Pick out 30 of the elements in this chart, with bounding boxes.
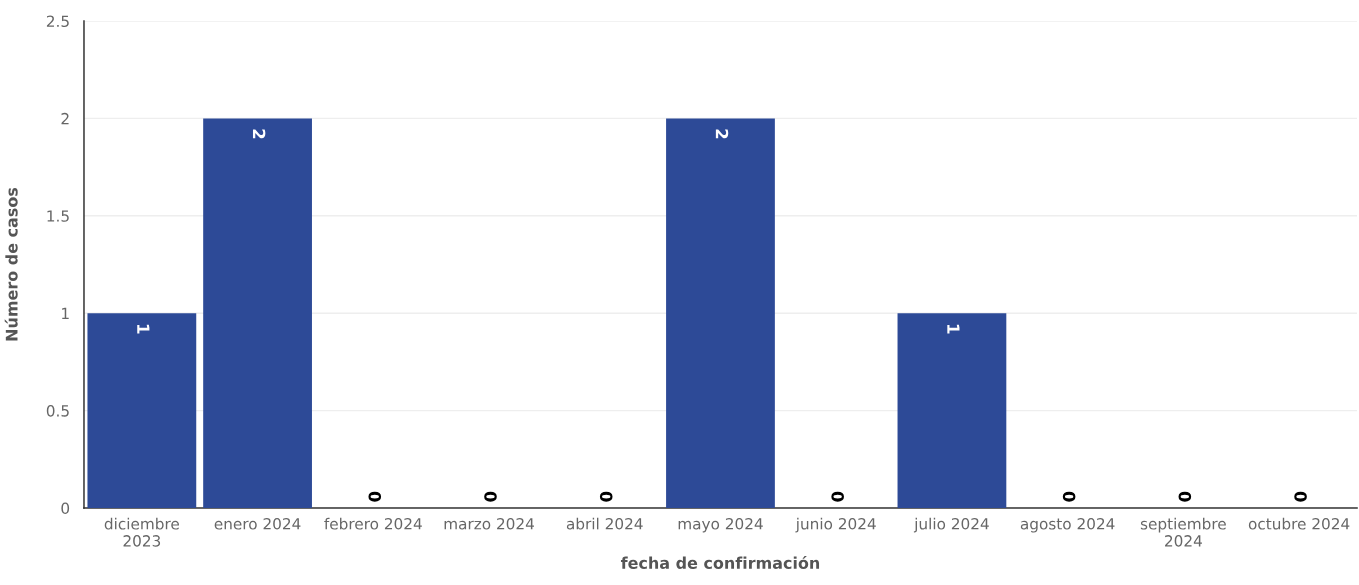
data-label: 2	[715, 129, 729, 139]
x-tick-label: agosto 2024	[1020, 518, 1115, 533]
x-tick-label: junio 2024	[795, 517, 876, 533]
y-axis-title: Número de casos	[4, 187, 18, 341]
y-tick-label: 2.5	[46, 15, 69, 28]
y-tick-label: 0.5	[46, 405, 69, 417]
data-label: 0	[484, 491, 497, 502]
x-tick-label: julio 2024	[913, 517, 989, 533]
data-label: 2	[252, 129, 266, 139]
x-tick-label: octubre 2024	[1248, 517, 1350, 530]
x-tick-label: febrero 2024	[324, 517, 422, 530]
data-label: 0	[599, 491, 613, 502]
y-tick-label: 1	[62, 307, 69, 320]
data-label: 1	[947, 324, 960, 334]
x-tick-label: mayo 2024	[678, 518, 763, 533]
y-tick-label: 0	[61, 502, 70, 515]
data-label: 1	[137, 324, 150, 334]
data-label: 0	[1062, 491, 1076, 502]
x-tick-label: diciembre 2023	[104, 517, 179, 547]
data-label: 0	[831, 491, 844, 502]
x-axis-title: fecha de confirmación	[620, 555, 820, 569]
x-tick-label: marzo 2024	[444, 518, 534, 530]
x-tick-label: septiembre 2024	[1140, 517, 1226, 547]
y-tick-label: 1.5	[47, 210, 69, 222]
x-tick-label: enero 2024	[214, 518, 301, 530]
y-tick-label: 2	[61, 112, 69, 125]
x-tick-label: abril 2024	[566, 517, 643, 530]
data-label: 0	[1178, 491, 1192, 502]
data-label: 0	[368, 491, 382, 502]
data-label: 0	[1294, 491, 1307, 502]
